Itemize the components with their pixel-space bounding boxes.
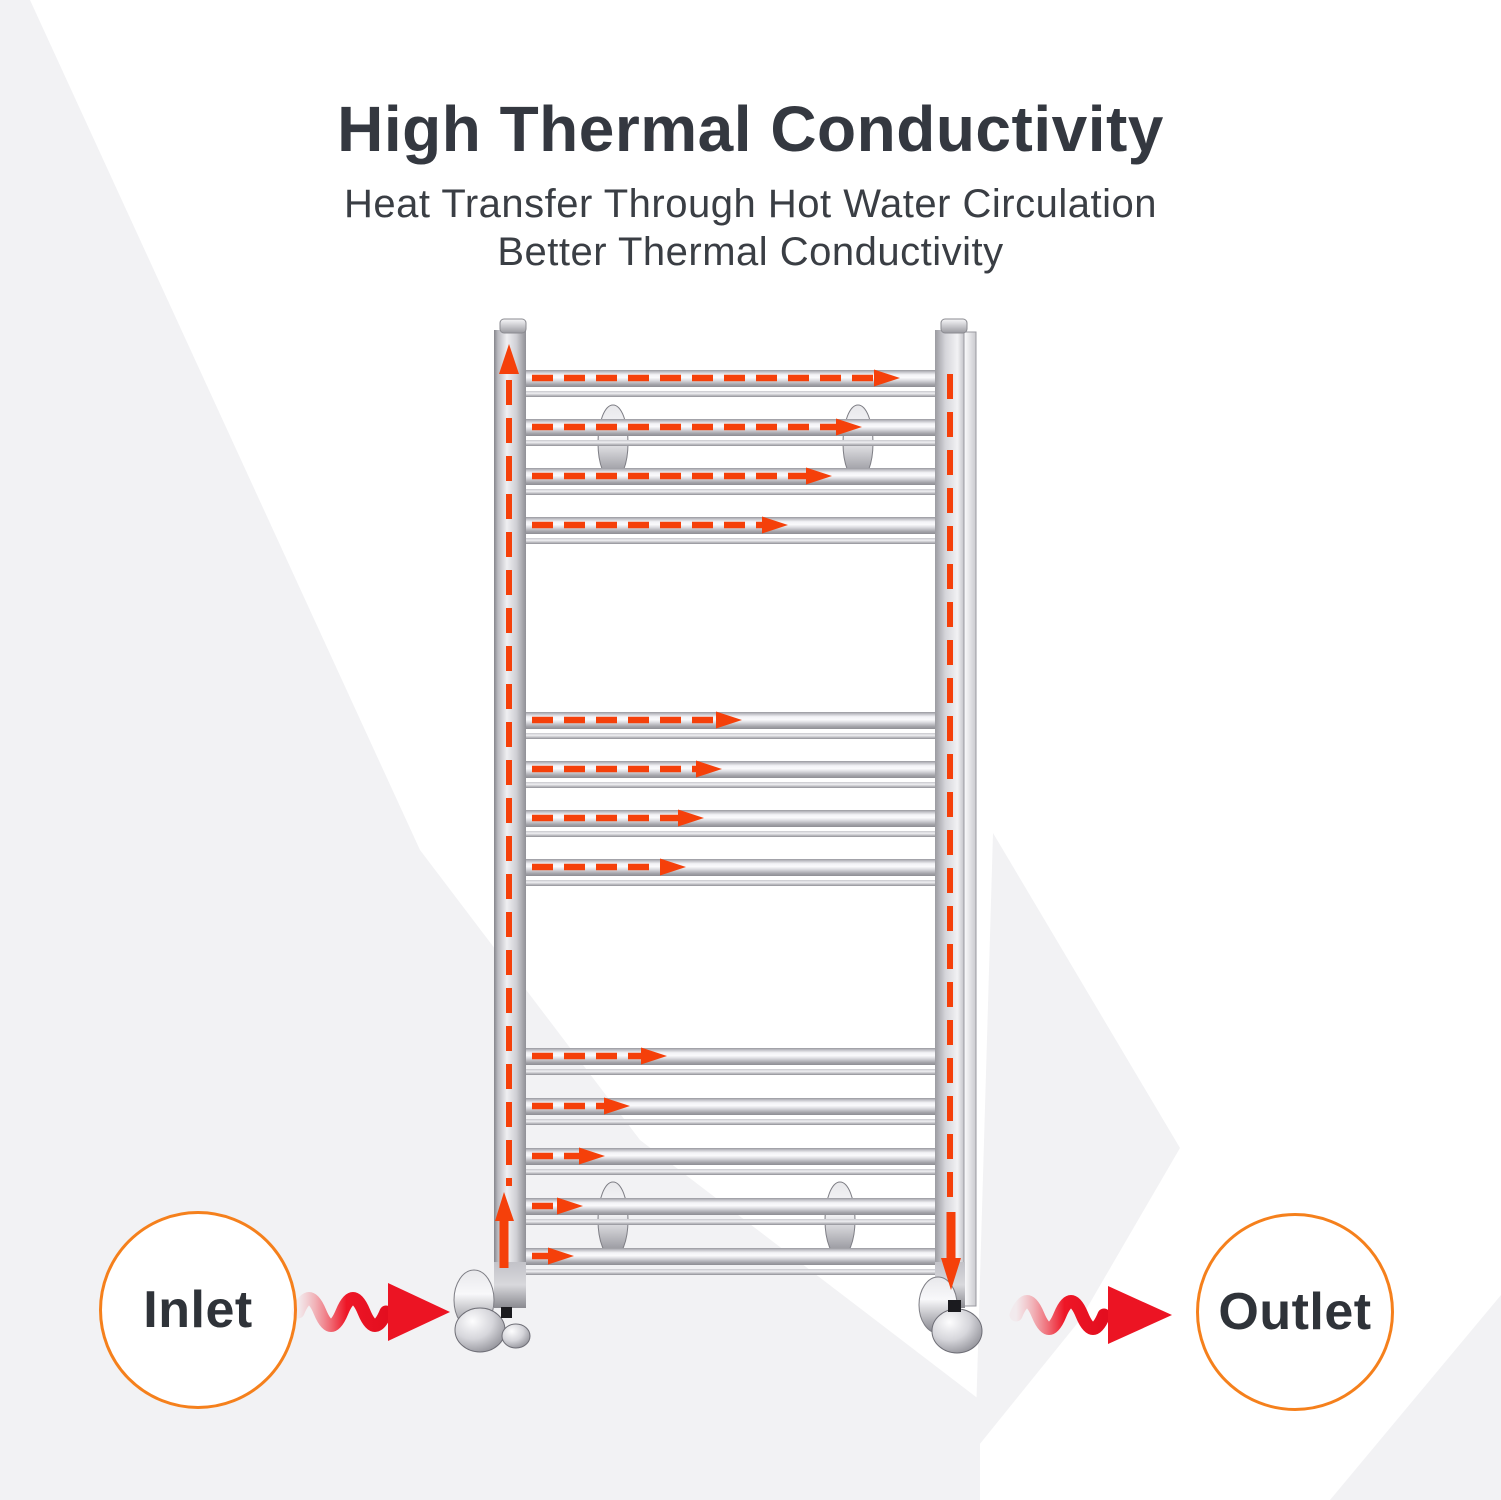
subtitle-line-2: Better Thermal Conductivity <box>497 230 1004 274</box>
outlet-badge: Outlet <box>1196 1213 1394 1411</box>
background-left-facet <box>0 0 980 1500</box>
right-rail-highlight <box>963 331 977 1307</box>
subtitle-line-1: Heat Transfer Through Hot Water Circulat… <box>344 182 1157 226</box>
outlet-foot-down-arrowhead <box>941 1258 961 1290</box>
background-corner-facet <box>1330 1295 1501 1500</box>
right-rail <box>935 330 965 1308</box>
page-subtitle: Heat Transfer Through Hot Water Circulat… <box>0 180 1501 276</box>
page-title: High Thermal Conductivity <box>337 93 1164 165</box>
inlet-label: Inlet <box>143 1281 253 1339</box>
rail-top-caps <box>499 318 968 334</box>
radiator-feet-valves <box>453 1262 983 1354</box>
inlet-badge: Inlet <box>99 1211 297 1409</box>
outlet-heat-wave-arrow <box>1009 1286 1172 1344</box>
inlet-valve-ball <box>454 1307 506 1353</box>
inlet-foot-up-arrowhead <box>495 1192 514 1221</box>
inlet-heat-wave-arrow <box>291 1283 450 1341</box>
radiator-rungs <box>524 370 937 1275</box>
outlet-label: Outlet <box>1218 1283 1372 1341</box>
inlet-valve-nut <box>501 1323 531 1349</box>
rung-flow-arrows <box>532 369 900 1265</box>
left-rail-up-arrowhead <box>499 344 519 374</box>
rail-flow-arrows <box>495 344 961 1290</box>
outlet-valve-ball <box>931 1308 983 1354</box>
